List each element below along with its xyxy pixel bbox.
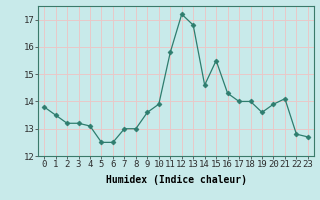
X-axis label: Humidex (Indice chaleur): Humidex (Indice chaleur) — [106, 175, 246, 185]
